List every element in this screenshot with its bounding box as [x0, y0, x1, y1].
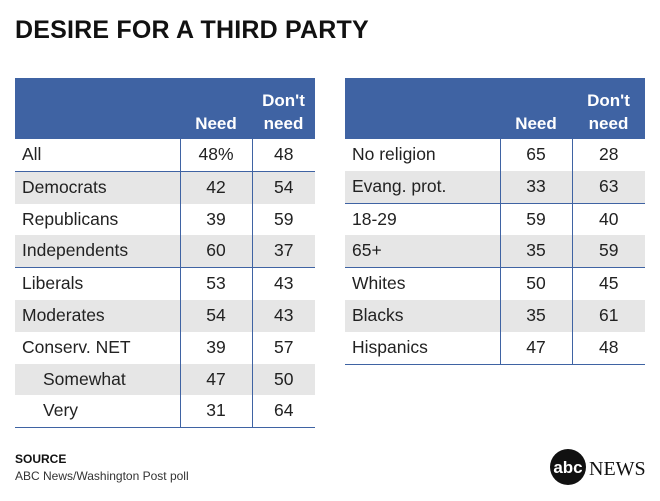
dont-need-value: 40 — [571, 202, 645, 236]
dont-need-value: 43 — [251, 267, 315, 300]
row-label: Evang. prot. — [345, 170, 500, 204]
need-value: 59 — [499, 202, 572, 236]
header-blank — [15, 78, 180, 139]
need-value: 39 — [179, 331, 252, 364]
row-label: Democrats — [15, 170, 180, 204]
header-dont-need-line1: Don't — [262, 91, 305, 110]
table-row: Evang. prot. 33 63 — [345, 170, 645, 204]
row-label: No religion — [352, 144, 436, 164]
row-label: Independents — [15, 235, 180, 268]
need-value: 47 — [179, 363, 252, 396]
row-label: 18-29 — [345, 202, 500, 236]
table-right: Need Don't need No religion 65 28 Evang. … — [345, 78, 645, 365]
table-row: Liberals 53 43 — [15, 267, 315, 300]
row-label: Liberals — [15, 267, 180, 300]
dont-need-value: 48 — [571, 331, 645, 365]
dont-need-value: 48 — [251, 139, 315, 172]
dont-need-value: 37 — [251, 235, 315, 268]
abc-news-logo: abc NEWS — [550, 449, 646, 485]
dont-need-value: 45 — [571, 267, 645, 300]
dont-need-value: 61 — [571, 299, 645, 332]
dont-need-value: 50 — [251, 363, 315, 396]
dont-need-value: 43 — [251, 299, 315, 332]
row-label: Moderates — [15, 299, 180, 332]
row-label: Blacks — [345, 299, 500, 332]
dont-need-value: 59 — [571, 235, 645, 268]
dont-need-value: 54 — [251, 170, 315, 204]
row-label: Very — [15, 395, 180, 429]
need-value: 39 — [179, 203, 252, 236]
header-need: Need — [500, 78, 572, 139]
header-dont-need: Don't need — [572, 78, 645, 139]
header-dont-need: Don't need — [252, 78, 315, 139]
table-row: Democrats 42 54 — [15, 170, 315, 204]
table-row: Conserv. NET 39 57 — [15, 331, 315, 364]
need-value: 42 — [179, 170, 252, 204]
row-label: 65+ — [345, 235, 500, 268]
news-logo-text: NEWS — [589, 458, 646, 480]
table-row: 65+ 35 59 — [345, 235, 645, 268]
need-value: 47 — [499, 331, 572, 365]
need-value: 35 — [499, 299, 572, 332]
need-value: 60 — [179, 235, 252, 268]
table-row: Hispanics 47 48 — [345, 331, 645, 365]
header-blank — [345, 78, 500, 139]
table-row: Blacks 35 61 — [345, 299, 645, 332]
row-label: Conserv. NET — [22, 336, 131, 357]
row-label: Republicans — [22, 208, 119, 229]
dont-need-value: 28 — [571, 139, 645, 171]
header-dont-need-line2: need — [588, 114, 629, 133]
table-row: 18-29 59 40 — [345, 202, 645, 236]
row-label: Somewhat — [15, 363, 180, 396]
header-need: Need — [180, 78, 252, 139]
row-label: Hispanics — [345, 331, 500, 365]
row-label: All — [22, 144, 42, 164]
chart-title: DESIRE FOR A THIRD PARTY — [15, 16, 369, 44]
table-row: All 48% 48 — [15, 139, 315, 172]
table-left: Need Don't need All 48% 48 Democrats 42 5… — [15, 78, 315, 429]
table-row: Very 31 64 — [15, 395, 315, 429]
table-row: Whites 50 45 — [345, 267, 645, 300]
need-value: 54 — [179, 299, 252, 332]
need-value: 48% — [179, 139, 252, 172]
header-dont-need-line2: need — [263, 114, 304, 133]
table-row: Independents 60 37 — [15, 235, 315, 268]
row-label: Whites — [345, 267, 500, 300]
dont-need-value: 59 — [251, 203, 315, 236]
table-row: Republicans 39 59 — [15, 203, 315, 236]
need-value: 53 — [179, 267, 252, 300]
need-value: 65 — [499, 139, 572, 171]
header-dont-need-line1: Don't — [587, 91, 630, 110]
source-text: ABC News/Washington Post poll — [15, 469, 189, 483]
need-value: 35 — [499, 235, 572, 268]
need-value: 50 — [499, 267, 572, 300]
table-row: Moderates 54 43 — [15, 299, 315, 332]
table-row: Somewhat 47 50 — [15, 363, 315, 396]
dont-need-value: 57 — [251, 331, 315, 364]
abc-logo-text: abc — [553, 458, 582, 477]
dont-need-value: 63 — [571, 170, 645, 204]
source-label: SOURCE — [15, 452, 67, 466]
need-value: 33 — [499, 170, 572, 204]
dont-need-value: 64 — [251, 395, 315, 429]
abc-logo-circle — [550, 449, 586, 485]
need-value: 31 — [179, 395, 252, 429]
table-row: No religion 65 28 — [345, 139, 645, 171]
